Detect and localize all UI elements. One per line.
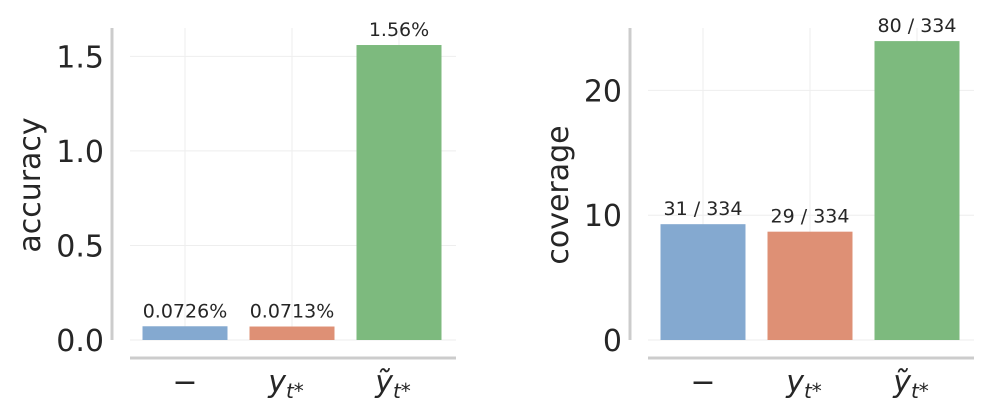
x-tick-label: yt*	[785, 365, 822, 403]
bar-value-label: 0.0713%	[250, 301, 335, 323]
x-tick-label: yt*	[267, 365, 304, 403]
bar-value-label: 1.56%	[369, 19, 429, 41]
bar-value-label: 0.0726%	[143, 300, 228, 322]
y-tick-label: 0.0	[56, 324, 104, 359]
bar	[249, 326, 335, 340]
bar	[874, 41, 960, 340]
y-tick-label: 1.5	[56, 40, 104, 75]
y-tick-label: 20	[584, 74, 622, 109]
y-axis-label: coverage	[541, 125, 576, 264]
x-tick-label: −	[172, 365, 197, 400]
y-tick-label: 0.5	[56, 229, 104, 264]
bar	[660, 224, 746, 340]
y-tick-label: 1.0	[56, 135, 104, 170]
accuracy-chart: 0.0 0.5 1.0 1.5 accuracy 0.0726% − 0.0713% yt* 1.…	[13, 19, 456, 403]
x-tick-label: ỹt*	[374, 365, 411, 403]
bar	[767, 231, 853, 340]
x-tick-label: −	[690, 365, 715, 400]
y-tick-label: 10	[584, 199, 622, 234]
bar	[356, 45, 442, 340]
bar-value-label: 80 / 334	[878, 15, 957, 37]
y-tick-label: 0	[603, 324, 622, 359]
y-axis-label: accuracy	[13, 117, 48, 252]
bar-value-label: 31 / 334	[664, 198, 743, 220]
bar	[142, 326, 228, 340]
bar-value-label: 29 / 334	[771, 206, 850, 228]
x-tick-label: ỹt*	[892, 365, 929, 403]
